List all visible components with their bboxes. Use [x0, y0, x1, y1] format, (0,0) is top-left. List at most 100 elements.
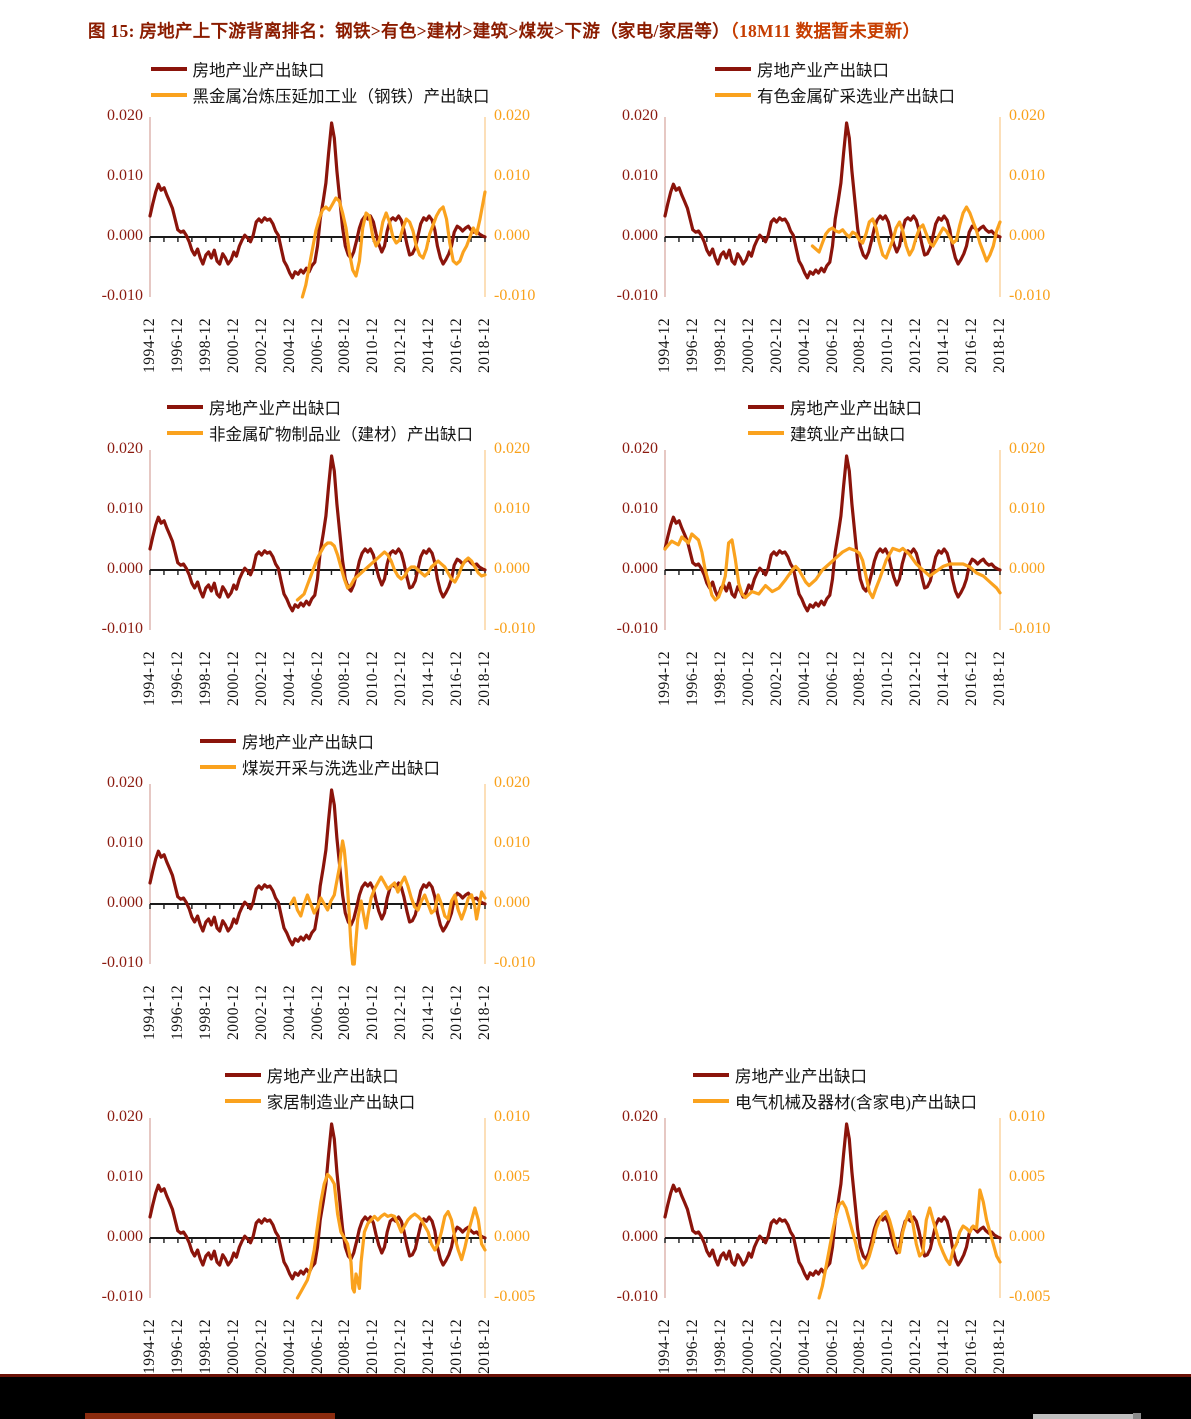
right-axis-tick-label: -0.010 — [1009, 287, 1051, 304]
left-axis-tick-label: 0.010 — [107, 1168, 143, 1185]
right-axis-tick-label: 0.000 — [1009, 1228, 1045, 1245]
legend-label: 非金属矿物制品业（建材）产出缺口 — [209, 425, 473, 444]
legend-entry: 房地产业产出缺口 — [150, 56, 490, 82]
x-axis-tick-label: 1996-12 — [683, 650, 701, 706]
x-axis-tick-label: 2004-12 — [795, 650, 813, 706]
x-axis-tick-label: 1998-12 — [196, 1318, 214, 1374]
left-axis-tick-label: -0.010 — [101, 620, 143, 637]
legend-entry: 房地产业产出缺口 — [200, 728, 440, 754]
legend-entries: 房地产业产出缺口 煤炭开采与洗选业产出缺口 — [200, 728, 440, 780]
x-axis-tick-label: 2014-12 — [420, 317, 438, 373]
legend-line-swatch-dark-red — [224, 1073, 261, 1077]
left-axis-tick-label: 0.000 — [107, 227, 143, 244]
left-axis-tick-label: 0.020 — [107, 440, 143, 457]
x-axis-tick-label: 2018-12 — [991, 317, 1008, 373]
legend-line-swatch-dark-red — [748, 405, 784, 409]
plot-area-construction — [663, 450, 1002, 630]
legend-line-swatch-orange — [200, 765, 236, 769]
x-axis-tick-label: 2014-12 — [420, 1318, 438, 1374]
right-axis-tick-label: 0.000 — [494, 894, 530, 911]
x-axis-tick-label: 2008-12 — [851, 1318, 869, 1374]
x-axis-tick-label: 2000-12 — [739, 650, 757, 706]
left-axis-tick-label: -0.010 — [616, 1288, 658, 1305]
right-axis-tick-label: 0.005 — [1009, 1168, 1045, 1185]
x-axis-tick-label: 2004-12 — [795, 317, 813, 373]
legend-label: 房地产业产出缺口 — [209, 399, 341, 418]
x-axis-tick-label: 1998-12 — [711, 317, 729, 373]
x-axis-tick-label: 1994-12 — [656, 317, 673, 373]
x-axis-tick-label: 2002-12 — [252, 984, 270, 1040]
x-axis-tick-label: 1998-12 — [196, 650, 214, 706]
x-axis-tick-label: 2012-12 — [907, 650, 925, 706]
legend-label: 房地产业产出缺口 — [735, 1067, 867, 1086]
x-axis-tick-label: 2008-12 — [851, 650, 869, 706]
x-axis-tick-label: 2008-12 — [336, 984, 354, 1040]
left-axis-tick-label: -0.010 — [616, 287, 658, 304]
x-axis-tick-label: 2010-12 — [879, 650, 897, 706]
x-axis-tick-label: 2012-12 — [907, 1318, 925, 1374]
left-axis-tick-label: 0.010 — [107, 500, 143, 517]
legend-line-swatch-orange — [748, 431, 784, 435]
legend-label: 建筑业产出缺口 — [790, 425, 906, 444]
right-axis-tick-label: 0.020 — [494, 107, 530, 124]
x-axis-tick-label: 2014-12 — [935, 317, 953, 373]
legend-label: 黑金属冶炼压延加工业（钢铁）产出缺口 — [192, 87, 490, 106]
x-axis-tick-label: 2010-12 — [364, 1318, 382, 1374]
right-axis-tick-label: 0.000 — [494, 560, 530, 577]
x-axis-tick-label: 2002-12 — [252, 317, 270, 373]
legend-nonferrous: 房地产业产出缺口 有色金属矿采选业产出缺口 — [600, 56, 1070, 108]
legend-entry: 电气机械及器材(含家电)产出缺口 — [693, 1088, 977, 1114]
x-axis-tick-label: 1996-12 — [168, 984, 186, 1040]
right-axis-tick-label: -0.010 — [494, 287, 536, 304]
right-axis-tick-label: 0.020 — [494, 440, 530, 457]
left-axis-tick-label: -0.010 — [101, 954, 143, 971]
figure-number-label: 图 15: — [88, 21, 135, 41]
x-axis-tick-label: 2012-12 — [392, 317, 410, 373]
legend-label: 房地产业产出缺口 — [242, 733, 374, 752]
figure-title-note: （18M11 数据暂未更新） — [729, 21, 921, 41]
x-axis-tick-label: 2014-12 — [420, 650, 438, 706]
plot-area-electrical-machinery — [663, 1118, 1002, 1300]
legend-line-swatch-dark-red — [693, 1073, 729, 1077]
legend-entry: 建筑业产出缺口 — [748, 420, 922, 446]
x-axis-tick-label: 1996-12 — [168, 1318, 186, 1374]
legend-building-materials: 房地产业产出缺口非金属矿物制品业（建材）产出缺口 — [85, 394, 555, 446]
figure-title: 图 15: 房地产上下游背离排名：钢铁>有色>建材>建筑>煤炭>下游（家电/家居… — [88, 18, 1178, 43]
left-axis-tick-label: 0.020 — [107, 1108, 143, 1125]
x-axis-tick-label: 2012-12 — [392, 1318, 410, 1374]
left-axis-tick-label: 0.020 — [622, 440, 658, 457]
right-axis-tick-label: 0.000 — [494, 1228, 530, 1245]
left-axis-tick-label: 0.010 — [622, 167, 658, 184]
x-axis-tick-label: 2012-12 — [392, 650, 410, 706]
x-axis-tick-label: 2002-12 — [767, 1318, 785, 1374]
legend-entries: 房地产业产出缺口电气机械及器材(含家电)产出缺口 — [693, 1062, 977, 1114]
horizontal-scrollbar-cap[interactable] — [1133, 1413, 1141, 1419]
x-axis-tick-label: 1998-12 — [711, 650, 729, 706]
x-axis-tick-label: 1996-12 — [683, 1318, 701, 1374]
right-axis-tick-label: 0.020 — [1009, 107, 1045, 124]
x-axis-tick-label: 2006-12 — [308, 650, 326, 706]
legend-furniture: 房地产业产出缺口 家居制造业产出缺口 — [85, 1062, 555, 1114]
horizontal-scrollbar-thumb[interactable] — [1033, 1414, 1139, 1419]
footer-divider-rule — [0, 1374, 1191, 1377]
x-axis-tick-label: 2006-12 — [823, 317, 841, 373]
x-axis-tick-label: 2006-12 — [308, 1318, 326, 1374]
right-axis-tick-label: 0.010 — [1009, 167, 1045, 184]
x-axis-tick-label: 2008-12 — [336, 1318, 354, 1374]
x-axis-tick-label: 2004-12 — [280, 650, 298, 706]
right-axis-tick-label: 0.010 — [494, 167, 530, 184]
legend-entry: 房地产业产出缺口 — [748, 394, 922, 420]
left-axis-tick-label: 0.010 — [622, 1168, 658, 1185]
x-axis-tick-label: 2006-12 — [308, 984, 326, 1040]
x-axis-tick-label: 2010-12 — [364, 984, 382, 1040]
x-axis-tick-label: 2014-12 — [420, 984, 438, 1040]
x-axis-tick-label: 1998-12 — [196, 984, 214, 1040]
plot-area-steel — [148, 117, 487, 299]
x-axis-tick-label: 2012-12 — [907, 317, 925, 373]
right-axis-tick-label: -0.010 — [494, 620, 536, 637]
x-axis-tick-label: 2010-12 — [879, 1318, 897, 1374]
x-axis-tick-label: 2018-12 — [476, 650, 493, 706]
legend-line-swatch-dark-red — [715, 67, 751, 71]
legend-line-swatch-orange — [167, 431, 203, 435]
